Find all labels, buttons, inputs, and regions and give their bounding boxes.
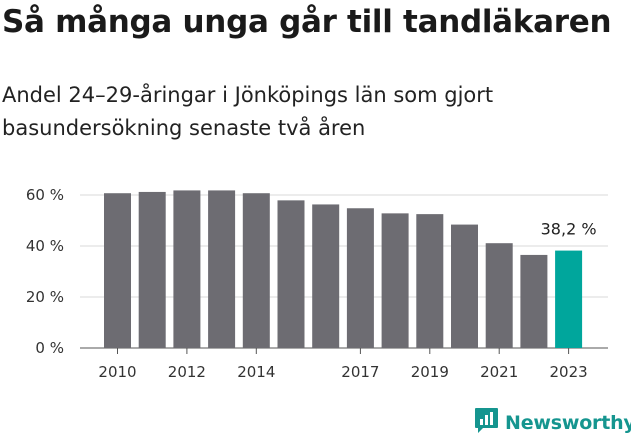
newsworthy-chart-icon (474, 407, 499, 438)
newsworthy-logo: Newsworthy (474, 407, 631, 438)
bar-2015 (277, 200, 305, 348)
bar-chart: 0 % 20 % 40 % 60 % 2010 2012 2014 2017 2019 2021 2… (26, 186, 608, 381)
y-tick-label: 0 % (35, 339, 64, 357)
bar-2018 (381, 213, 409, 348)
x-tick-label: 2010 (98, 363, 136, 381)
x-tick-label: 2017 (341, 363, 379, 381)
chart-subtitle: Andel 24–29-åringar i Jönköpings län som… (2, 83, 494, 140)
bar-2011 (138, 191, 166, 348)
bar-2020 (451, 224, 478, 348)
bar-2010 (104, 193, 131, 348)
bar-2014 (242, 193, 270, 348)
newsworthy-brand-name: Newsworthy (505, 411, 631, 434)
bar-2019 (416, 214, 444, 348)
x-tick-label: 2014 (237, 363, 275, 381)
highlight-value-label: 38,2 % (541, 220, 597, 239)
x-tick-label: 2019 (411, 363, 449, 381)
x-tick-label: 2023 (550, 363, 588, 381)
y-tick-label: 20 % (26, 288, 64, 306)
bar-2013 (208, 190, 236, 348)
x-tick-label: 2021 (480, 363, 518, 381)
bar-2022 (520, 254, 548, 348)
bar-2023 (555, 250, 583, 348)
bar-2017 (346, 208, 374, 348)
chart-title: Så många unga går till tandläkaren (2, 4, 612, 40)
bar-2012 (173, 190, 201, 348)
x-tick-label: 2012 (168, 363, 206, 381)
bar-2021 (485, 243, 513, 348)
y-tick-label: 40 % (26, 237, 64, 255)
y-tick-label: 60 % (26, 186, 64, 204)
bar-2016 (312, 204, 340, 348)
